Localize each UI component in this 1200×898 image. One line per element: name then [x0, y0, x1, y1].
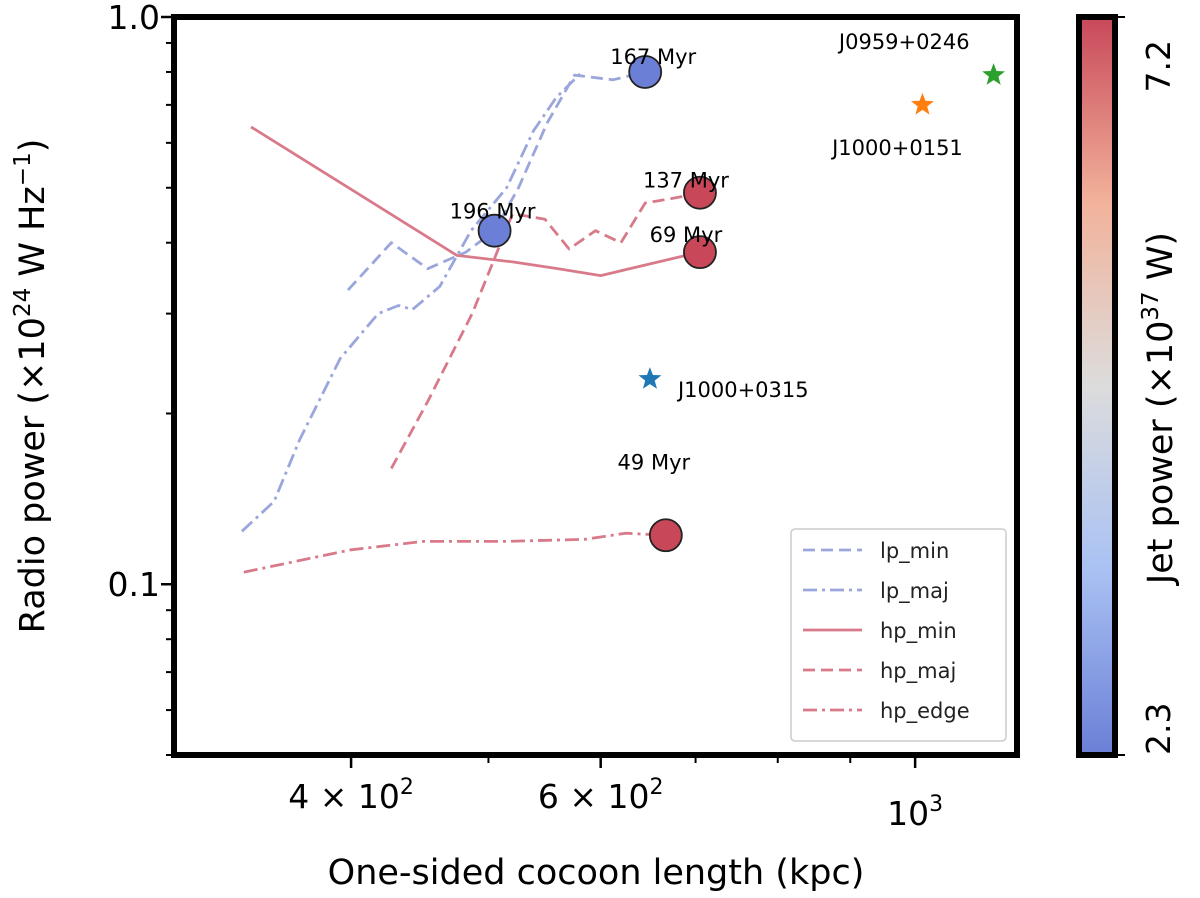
- x-tick-label: 6 × 102: [538, 775, 664, 816]
- sim-point-marker: [683, 175, 717, 210]
- x-tick-label: 4 × 102: [288, 775, 414, 816]
- series-line-hp_min: [250, 125, 701, 278]
- source-label: J1000+0151: [830, 136, 963, 160]
- y-axis-label: Radio power (×1024 W Hz−1): [10, 139, 53, 634]
- sim-point-marker: [683, 235, 717, 270]
- colorbar: 7.2 2.3 Jet power (×1037 W): [1076, 14, 1181, 758]
- y-tick-label: 0.1: [108, 565, 160, 604]
- source-label: J1000+0315: [676, 378, 809, 402]
- y-tick-label: 1.0: [108, 0, 160, 37]
- source-star-marker: [638, 367, 662, 389]
- legend-label-lp_maj: lp_maj: [880, 579, 949, 604]
- point-labels: 167 Myr 196 Myr 137 Myr 69 Myr 49 Myr J0959+0…: [450, 30, 970, 474]
- colorbar-label: Jet power (×1037 W): [1138, 232, 1181, 586]
- sim-point-marker: [477, 213, 512, 248]
- legend-box: [790, 528, 1007, 742]
- series-line-lp_min: [346, 70, 646, 292]
- legend-label-hp_min: hp_min: [880, 619, 957, 644]
- series-line-lp_maj: [240, 71, 583, 533]
- x-tick-label: 103: [887, 792, 943, 833]
- source-star-marker: [911, 92, 934, 115]
- colorbar-min-label: 2.3: [1139, 703, 1178, 755]
- series-line-hp_edge: [243, 531, 666, 574]
- colorbar-gradient: [1076, 14, 1118, 758]
- colorbar-max-label: 7.2: [1139, 40, 1178, 92]
- series-lines: [240, 70, 701, 574]
- sim-point-marker: [648, 518, 683, 553]
- legend-label-lp_min: lp_min: [880, 539, 949, 564]
- data-points: [477, 55, 1005, 553]
- source-label: J0959+0246: [837, 30, 970, 54]
- sim-point-label: 196 Myr: [450, 200, 536, 224]
- sim-point-label: 49 Myr: [618, 450, 691, 474]
- sim-point-label: 167 Myr: [610, 45, 696, 69]
- source-star-marker: [982, 63, 1005, 85]
- x-axis-label: One-sided cocoon length (kpc): [328, 853, 865, 893]
- sim-point-label: 69 Myr: [650, 223, 723, 247]
- sim-point-label: 137 Myr: [643, 169, 729, 193]
- legend-label-hp_maj: hp_maj: [880, 659, 956, 684]
- legend: lp_min lp_maj hp_min hp_maj hp_edge: [790, 528, 1007, 742]
- sim-point-marker: [628, 55, 663, 89]
- legend-label-hp_edge: hp_edge: [880, 699, 970, 724]
- series-line-hp_maj: [390, 191, 701, 470]
- plot-frame: [171, 14, 1020, 758]
